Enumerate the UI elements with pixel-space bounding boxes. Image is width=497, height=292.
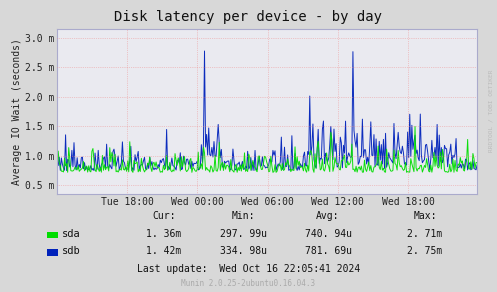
Text: Avg:: Avg: (316, 211, 340, 221)
Text: Max:: Max: (413, 211, 437, 221)
Text: 740. 94u: 740. 94u (305, 229, 351, 239)
Text: 781. 69u: 781. 69u (305, 246, 351, 256)
Text: 1. 42m: 1. 42m (147, 246, 181, 256)
Text: 2. 71m: 2. 71m (408, 229, 442, 239)
Text: sda: sda (62, 229, 81, 239)
Text: Disk latency per device - by day: Disk latency per device - by day (114, 10, 383, 24)
Text: Munin 2.0.25-2ubuntu0.16.04.3: Munin 2.0.25-2ubuntu0.16.04.3 (181, 279, 316, 288)
Text: 2. 75m: 2. 75m (408, 246, 442, 256)
Text: 297. 99u: 297. 99u (220, 229, 267, 239)
Text: sdb: sdb (62, 246, 81, 256)
Text: Cur:: Cur: (152, 211, 176, 221)
Y-axis label: Average IO Wait (seconds): Average IO Wait (seconds) (12, 38, 22, 185)
Text: 1. 36m: 1. 36m (147, 229, 181, 239)
Text: Last update:  Wed Oct 16 22:05:41 2024: Last update: Wed Oct 16 22:05:41 2024 (137, 264, 360, 274)
Text: Min:: Min: (232, 211, 255, 221)
Text: RRDTOOL / TOBI OETIKER: RRDTOOL / TOBI OETIKER (489, 70, 494, 152)
Text: 334. 98u: 334. 98u (220, 246, 267, 256)
